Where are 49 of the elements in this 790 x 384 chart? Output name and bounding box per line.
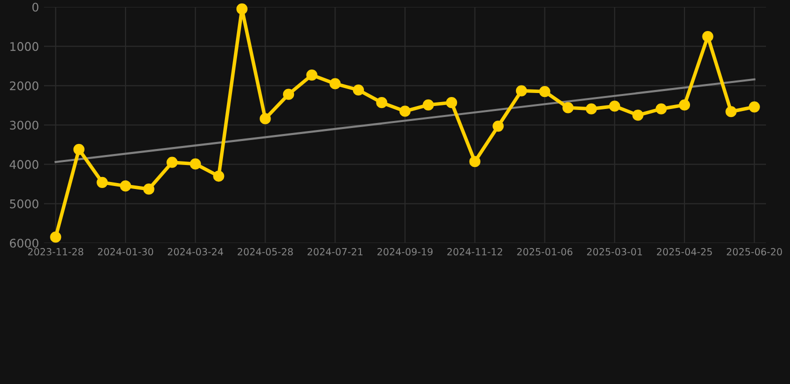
point: [748, 101, 760, 112]
y-tick-label: 4000: [10, 160, 38, 169]
x-tick-label: 2023-11-28: [28, 248, 84, 256]
point: [656, 103, 667, 114]
point: [539, 86, 550, 98]
point: [446, 97, 458, 108]
point: [469, 156, 480, 168]
point: [213, 170, 224, 182]
x-tick-label: 2024-09-19: [377, 248, 433, 256]
x-tick-label: 2025-01-06: [517, 248, 572, 256]
point: [352, 84, 364, 96]
point: [726, 106, 737, 118]
point: [73, 144, 84, 155]
point: [236, 3, 248, 15]
point: [399, 106, 411, 117]
x-tick-label: 2024-01-30: [98, 248, 154, 256]
point: [50, 232, 62, 243]
point: [516, 85, 528, 96]
point: [562, 102, 574, 114]
y-tick-label: 2000: [10, 81, 38, 90]
point: [330, 78, 341, 90]
point: [260, 113, 271, 124]
point: [586, 103, 597, 114]
y-tick-label: 0: [32, 2, 38, 12]
x-tick-label: 2025-04-25: [656, 248, 712, 256]
point: [609, 100, 620, 112]
point: [282, 88, 294, 100]
point: [492, 120, 504, 132]
point: [166, 156, 178, 168]
x-tick-label: 2024-11-12: [447, 248, 502, 256]
point: [376, 97, 388, 108]
point: [96, 176, 108, 188]
point: [678, 99, 690, 110]
point: [143, 184, 154, 195]
point: [120, 180, 132, 192]
x-tick-label: 2024-07-21: [308, 248, 362, 256]
y-tick-label: 6000: [10, 238, 38, 248]
x-tick-label: 2025-06-20: [726, 248, 782, 256]
y-tick-label: 3000: [10, 120, 38, 130]
point: [422, 99, 434, 110]
point: [632, 110, 644, 121]
point: [702, 30, 714, 42]
x-tick-label: 2024-03-24: [168, 248, 224, 256]
point: [306, 69, 318, 81]
point: [190, 158, 201, 170]
y-tick-label: 1000: [10, 42, 38, 51]
x-tick-label: 2024-05-28: [238, 248, 293, 256]
x-tick-label: 2025-03-01: [587, 248, 642, 256]
y-tick-label: 5000: [10, 199, 38, 208]
